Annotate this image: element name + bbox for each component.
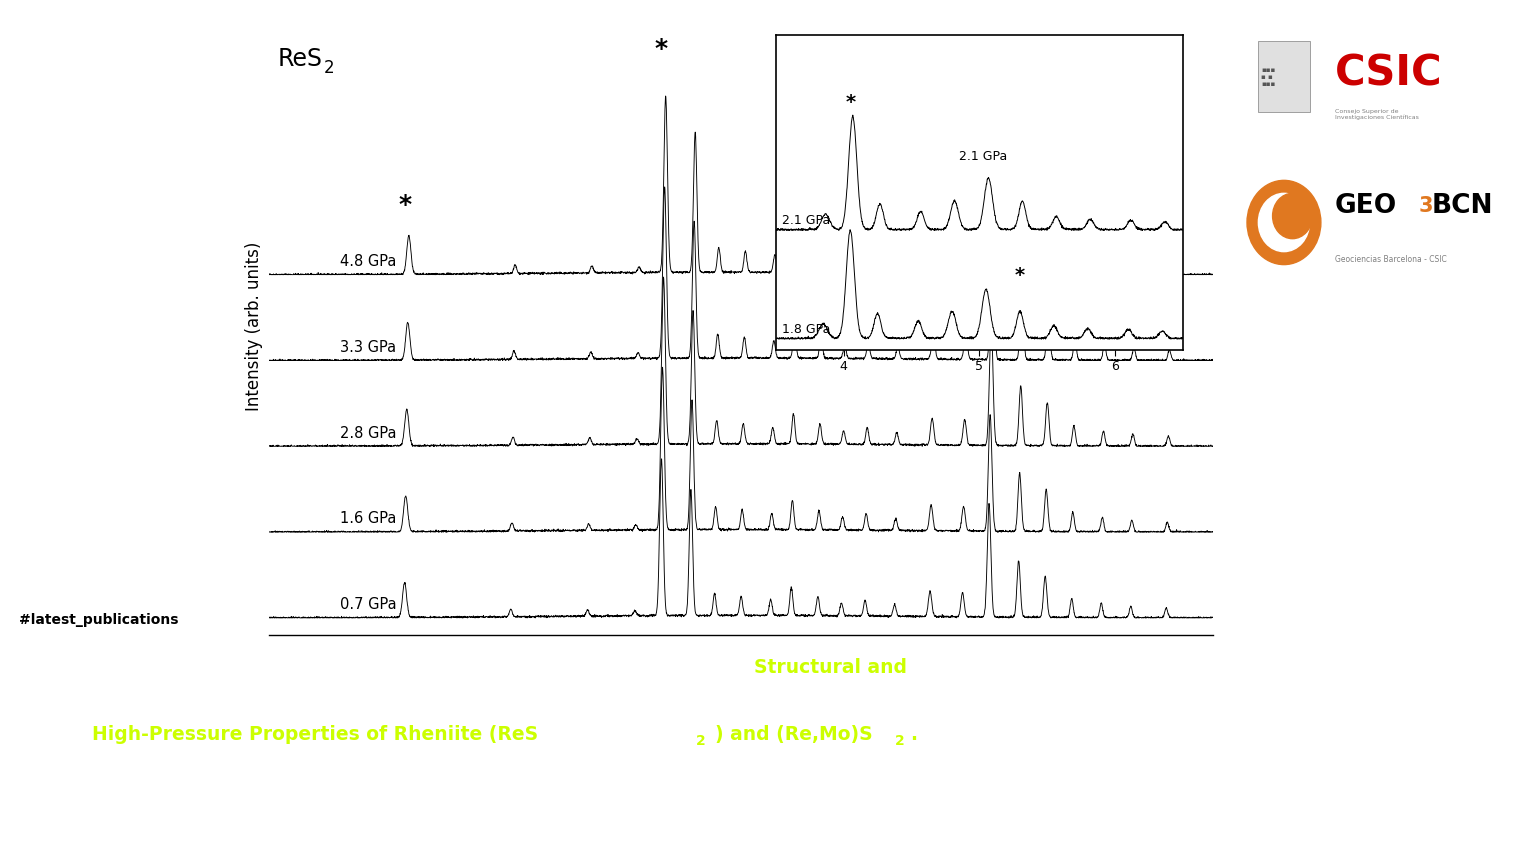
Text: Minerals.: Minerals. <box>92 794 190 813</box>
Text: Consejo Superior de
Investigaciones Científicas: Consejo Superior de Investigaciones Cien… <box>1335 109 1419 120</box>
Text: 16: 16 <box>1026 674 1048 692</box>
Text: *: * <box>398 193 412 217</box>
Text: ReS: ReS <box>278 48 323 72</box>
Text: 2.1 GPa: 2.1 GPa <box>958 149 1008 162</box>
Text: 14: 14 <box>908 674 929 692</box>
Text: 0.7 GPa: 0.7 GPa <box>339 597 396 613</box>
Text: .: . <box>911 725 917 744</box>
Text: #latest_publications: #latest_publications <box>18 613 178 627</box>
Text: 8: 8 <box>559 674 570 692</box>
Text: GEO: GEO <box>1335 194 1398 219</box>
Text: ▪▪▪
▪ ▪
▪▪▪: ▪▪▪ ▪ ▪ ▪▪▪ <box>1261 67 1275 86</box>
Text: *: * <box>845 92 856 111</box>
Text: 2.8 GPa: 2.8 GPa <box>339 426 396 441</box>
Text: Geociencias Barcelona - CSIC: Geociencias Barcelona - CSIC <box>1335 255 1447 264</box>
Text: BCN: BCN <box>1432 194 1493 219</box>
Text: 1.6 GPa: 1.6 GPa <box>339 511 396 526</box>
Text: 3.3 GPa: 3.3 GPa <box>339 340 396 355</box>
Text: ) and (Re,Mo)S: ) and (Re,Mo)S <box>714 725 872 744</box>
Text: 10: 10 <box>671 674 693 692</box>
Circle shape <box>1272 194 1312 238</box>
Text: High-Pressure Properties of Rheniite (ReS: High-Pressure Properties of Rheniite (Re… <box>92 725 538 744</box>
Text: *: * <box>1015 265 1025 284</box>
Text: 1.8 GPa: 1.8 GPa <box>782 323 831 336</box>
Text: CSIC: CSIC <box>1335 53 1442 94</box>
Text: Structural and: Structural and <box>754 658 906 677</box>
Text: 12: 12 <box>790 674 811 692</box>
Text: 3: 3 <box>1419 196 1433 216</box>
Text: *: * <box>654 37 668 60</box>
Text: 2: 2 <box>895 734 905 748</box>
Text: 4: 4 <box>323 674 333 692</box>
Circle shape <box>1258 194 1310 251</box>
Text: 6: 6 <box>441 674 452 692</box>
Circle shape <box>1247 181 1321 264</box>
Text: 2Theta (deg.): 2Theta (deg.) <box>685 762 797 780</box>
Text: Ibáñez-Insa, J.; Wozniak, T.; Oliva, et al (2021): Ibáñez-Insa, J.; Wozniak, T.; Oliva, et … <box>92 658 585 678</box>
Text: 2.1 GPa: 2.1 GPa <box>782 214 831 227</box>
Text: 4.8 GPa: 4.8 GPa <box>339 254 396 269</box>
Text: 2: 2 <box>696 734 705 748</box>
Text: *: * <box>955 190 969 214</box>
Y-axis label: Intensity (arb. units): Intensity (arb. units) <box>246 241 263 411</box>
FancyBboxPatch shape <box>1258 41 1310 112</box>
Text: 2: 2 <box>324 60 335 77</box>
Text: 18: 18 <box>1144 674 1164 692</box>
